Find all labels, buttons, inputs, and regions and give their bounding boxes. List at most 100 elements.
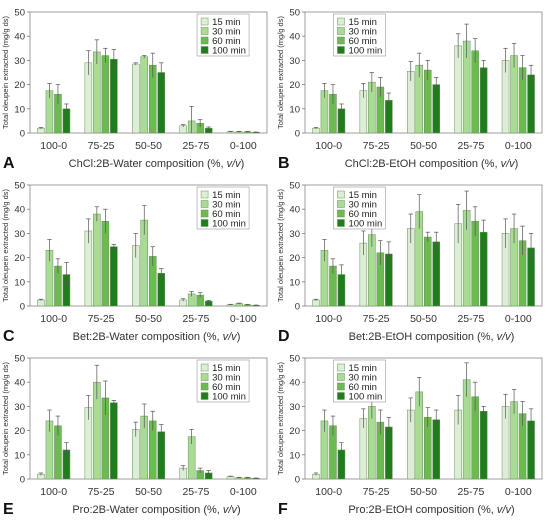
plot-frame [304, 11, 543, 134]
x-axis-title: Pro:2B-EtOH composition (%, v/v) [348, 504, 514, 516]
y-tick-label: 0 [20, 129, 25, 140]
legend-label: 100 min [212, 219, 246, 230]
x-axis-title: Bet:2B-EtOH composition (%, v/v) [349, 331, 515, 343]
plot-frame [29, 11, 268, 134]
y-tick-label: 20 [289, 253, 300, 264]
legend-swatch [337, 17, 345, 26]
legend-label: 100 min [348, 219, 382, 230]
x-tick-label: 25-75 [182, 313, 209, 325]
y-tick-label: 10 [14, 450, 25, 461]
legend-label: 60 min [212, 209, 241, 220]
chart-panel-a: 0 10 20 30 40 50 Total oleupein extracted (mg/… [1, 8, 268, 172]
legend-label: 15 min [212, 17, 241, 28]
legend-label: 60 min [348, 209, 377, 220]
legend-label: 30 min [212, 373, 241, 384]
y-tick-label: 0 [295, 302, 300, 313]
y-tick-label: 30 [289, 229, 300, 240]
bar [479, 67, 488, 134]
y-tick-label: 10 [289, 104, 300, 115]
y-tick-label: 10 [289, 450, 300, 461]
y-tick-label: 40 [14, 378, 25, 389]
legend-swatch [200, 46, 209, 54]
legend-label: 30 min [348, 200, 377, 211]
x-axis-title: ChCl:2B-Water composition (%, v/v) [69, 158, 245, 170]
x-tick-label: 100-0 [40, 140, 67, 152]
y-tick-label: 50 [289, 354, 300, 365]
y-tick-label: 50 [289, 181, 300, 192]
y-tick-label: 20 [14, 80, 25, 91]
chart-panel-c: 0 10 20 30 40 50 Total oleupein extracted (mg/… [1, 181, 268, 345]
bar [110, 402, 118, 480]
x-tick-label: 0-100 [230, 486, 257, 498]
x-tick-label: 75-25 [363, 140, 390, 152]
legend-label: 30 min [212, 200, 241, 211]
legend-label: 30 min [348, 27, 377, 38]
chart-panel-d: 0 10 20 30 40 50 Total oleupein extracted (mg/… [276, 181, 543, 345]
panel-letter: B [278, 155, 290, 172]
legend-label: 30 min [212, 27, 241, 38]
y-tick-label: 0 [295, 475, 300, 486]
legend-label: 15 min [348, 17, 377, 28]
legend-swatch [200, 363, 209, 372]
legend-label: 100 min [348, 392, 382, 403]
legend-swatch [337, 36, 345, 45]
x-tick-label: 50-50 [410, 313, 437, 325]
legend-label: 100 min [212, 392, 246, 403]
y-tick-label: 40 [289, 378, 300, 389]
y-axis-title: Total oleupein extracted (mg/g ds) [1, 189, 10, 302]
bar [132, 63, 140, 134]
x-tick-label: 0-100 [505, 313, 532, 325]
y-tick-label: 10 [14, 277, 25, 288]
plot-frame [29, 184, 268, 307]
legend-swatch [200, 36, 209, 45]
y-tick-label: 50 [14, 8, 25, 19]
x-tick-label: 75-25 [88, 140, 115, 152]
legend-swatch [200, 190, 209, 199]
legend-swatch [200, 27, 209, 35]
legend-label: 60 min [212, 382, 241, 393]
plot-frame [29, 357, 268, 480]
bar [157, 273, 165, 307]
legend-label: 15 min [348, 190, 377, 201]
x-axis-title: Pro:2B-Water composition (%, v/v) [72, 504, 240, 516]
legend-label: 15 min [348, 363, 377, 374]
y-tick-label: 50 [14, 181, 25, 192]
x-tick-label: 75-25 [363, 313, 390, 325]
y-tick-label: 40 [14, 205, 25, 216]
y-tick-label: 40 [14, 32, 25, 43]
bar [101, 221, 110, 307]
bar [93, 51, 101, 134]
panel-letter: D [278, 328, 290, 345]
legend-label: 30 min [348, 373, 377, 384]
legend-swatch [200, 200, 209, 208]
bar [424, 236, 432, 307]
x-tick-label: 25-75 [182, 140, 209, 152]
x-tick-label: 0-100 [230, 313, 257, 325]
y-tick-label: 0 [295, 129, 300, 140]
legend-swatch [337, 209, 345, 218]
panel-letter: E [3, 501, 14, 518]
legend-label: 15 min [212, 363, 241, 374]
legend-label: 60 min [212, 36, 241, 47]
x-tick-label: 0-100 [505, 486, 532, 498]
y-tick-label: 10 [289, 277, 300, 288]
chart-panel-e: 0 10 20 30 40 50 Total oleupein extracted (mg/… [1, 354, 268, 518]
x-tick-label: 100-0 [40, 486, 67, 498]
x-axis-title: Bet:2B-Water composition (%, v/v) [73, 331, 241, 343]
y-tick-label: 0 [20, 475, 25, 486]
y-axis-title: Total oleupein extracted (mg/g ds) [276, 362, 285, 475]
panel-letter: F [278, 501, 288, 518]
chart-panel-b: 0 10 20 30 40 50 Total oleupein extracted (mg/… [276, 8, 543, 172]
y-tick-label: 40 [289, 205, 300, 216]
legend-swatch [337, 27, 345, 35]
x-tick-label: 50-50 [135, 313, 162, 325]
legend-label: 60 min [348, 382, 377, 393]
plot-frame [304, 357, 543, 480]
y-axis-title: Total oleupein extracted (mg/g ds) [276, 16, 285, 129]
y-axis-title: Total oleupein extracted (mg/g ds) [1, 362, 10, 475]
bar [140, 56, 148, 134]
y-tick-label: 20 [289, 426, 300, 437]
